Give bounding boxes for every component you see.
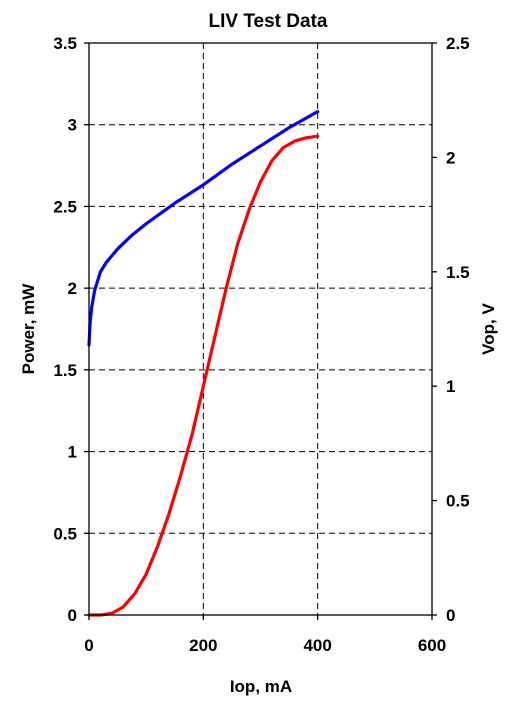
y-tick-label: 2 <box>68 279 77 298</box>
x-tick-label: 200 <box>189 636 217 655</box>
y2-tick-label: 2 <box>446 148 455 167</box>
y2-tick-label: 0.5 <box>446 492 470 511</box>
y2-tick-label: 1.5 <box>446 263 470 282</box>
y2-tick-label: 2.5 <box>446 34 470 53</box>
y2-tick-label: 1 <box>446 377 455 396</box>
power-series-line <box>87 134 320 617</box>
y2-axis-label: Vop, V <box>479 303 498 355</box>
vop-series-line <box>87 110 320 347</box>
y-tick-label: 3.5 <box>53 34 77 53</box>
x-axis-label: Iop, mA <box>230 677 292 696</box>
x-tick-label: 400 <box>303 636 331 655</box>
y-axis-label: Power, mW <box>19 283 38 375</box>
y-tick-label: 3 <box>68 116 77 135</box>
y-tick-label: 0 <box>68 606 77 625</box>
y-tick-label: 2.5 <box>53 197 77 216</box>
plot-frame <box>88 42 433 616</box>
y-tick-label: 1.5 <box>53 361 77 380</box>
grid-layer <box>89 43 432 615</box>
chart-title: LIV Test Data <box>209 11 328 32</box>
x-tick-label: 600 <box>418 636 446 655</box>
y-tick-label: 0.5 <box>53 524 77 543</box>
y2-tick-label: 0 <box>446 606 455 625</box>
series-layer <box>87 110 320 617</box>
x-tick-label: 0 <box>84 636 93 655</box>
y-tick-label: 1 <box>68 443 77 462</box>
